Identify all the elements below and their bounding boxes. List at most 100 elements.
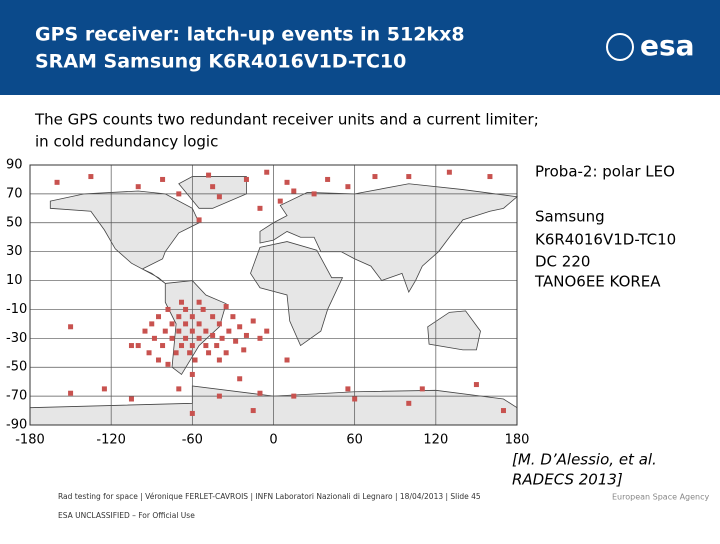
event-point — [196, 335, 202, 341]
x-tick-label: 0 — [269, 433, 277, 448]
map-plot: 90 70 50 30 10 -10 -30 -50 -70 -90-180 -120 -60 0 60 1… — [6, 158, 529, 448]
citation: [M. D’Alessio, et al. — [512, 451, 657, 469]
event-point — [200, 306, 206, 312]
citation: RADECS 2013] — [512, 471, 623, 489]
event-point — [264, 169, 270, 175]
event-point — [203, 343, 209, 349]
event-point — [68, 324, 74, 330]
title: GPS receiver: latch-up events in 512kx8 — [35, 24, 465, 46]
event-point — [311, 191, 317, 197]
event-point — [446, 169, 452, 175]
y-tick-label: -90 — [6, 418, 27, 433]
event-point — [142, 328, 148, 334]
event-point — [169, 321, 175, 327]
event-point — [291, 188, 297, 194]
event-point — [165, 306, 171, 312]
event-point — [189, 410, 195, 416]
event-point — [284, 357, 290, 363]
header-band — [0, 0, 720, 95]
event-point — [196, 321, 202, 327]
footer-text: ESA UNCLASSIFIED – For Official Use — [58, 511, 195, 520]
event-point — [196, 217, 202, 223]
event-point — [216, 357, 222, 363]
event-point — [196, 299, 202, 305]
event-point — [183, 335, 189, 341]
event-point — [419, 386, 425, 392]
event-point — [151, 335, 157, 341]
event-point — [214, 343, 220, 349]
event-point — [237, 376, 243, 382]
event-point — [250, 318, 256, 324]
continents — [30, 177, 517, 425]
event-point — [500, 408, 506, 414]
footer-agency: European Space Agency — [612, 493, 710, 502]
side-note: Samsung — [535, 208, 605, 226]
event-point — [189, 314, 195, 320]
x-tick-label: 60 — [346, 433, 363, 448]
intro-text: in cold redundancy logic — [35, 133, 218, 151]
event-point — [223, 350, 229, 356]
event-point — [210, 314, 216, 320]
y-tick-label: -10 — [6, 302, 27, 317]
x-tick-label: -180 — [15, 433, 45, 448]
event-point — [206, 350, 212, 356]
event-point — [406, 400, 412, 406]
event-point — [189, 343, 195, 349]
event-point — [210, 184, 216, 190]
event-point — [264, 328, 270, 334]
event-point — [352, 396, 358, 402]
event-point — [156, 314, 162, 320]
event-point — [250, 408, 256, 414]
x-tick-label: -60 — [182, 433, 203, 448]
event-point — [216, 321, 222, 327]
event-point — [179, 343, 185, 349]
event-point — [233, 338, 239, 344]
event-point — [487, 174, 493, 180]
event-point — [179, 299, 185, 305]
plot-frame — [29, 164, 518, 426]
event-point — [473, 382, 479, 388]
event-point — [241, 347, 247, 353]
y-tick-label: 90 — [6, 158, 23, 173]
event-point — [176, 191, 182, 197]
event-point — [230, 314, 236, 320]
event-point — [54, 179, 60, 185]
x-tick-label: -120 — [96, 433, 126, 448]
event-point — [187, 350, 193, 356]
event-point — [160, 176, 166, 182]
event-point — [88, 174, 94, 180]
event-point — [210, 332, 216, 338]
event-point — [165, 361, 171, 367]
event-point — [156, 357, 162, 363]
title: SRAM Samsung K6R4016V1D-TC10 — [35, 51, 406, 73]
side-note: TANO6EE KOREA — [534, 273, 661, 291]
event-point — [162, 328, 168, 334]
event-point — [243, 176, 249, 182]
event-point — [284, 179, 290, 185]
event-point — [135, 184, 141, 190]
event-point — [203, 328, 209, 334]
event-point — [183, 306, 189, 312]
event-point — [189, 328, 195, 334]
event-point — [176, 386, 182, 392]
event-point — [223, 304, 229, 310]
event-point — [257, 335, 263, 341]
event-point — [128, 343, 134, 349]
event-point — [206, 172, 212, 178]
event-point — [406, 174, 412, 180]
x-tick-label: 120 — [423, 433, 448, 448]
event-point — [237, 324, 243, 330]
event-point — [135, 343, 141, 349]
event-point — [68, 390, 74, 396]
event-point — [189, 371, 195, 377]
event-point — [345, 184, 351, 190]
event-point — [149, 321, 155, 327]
side-note: K6R4016V1D-TC10 — [535, 231, 676, 249]
event-point — [372, 174, 378, 180]
y-tick-label: 70 — [6, 186, 23, 201]
event-point — [128, 396, 134, 402]
y-tick-label: -50 — [6, 360, 27, 375]
footer-text: Rad testing for space | Véronique FERLET… — [58, 492, 481, 501]
